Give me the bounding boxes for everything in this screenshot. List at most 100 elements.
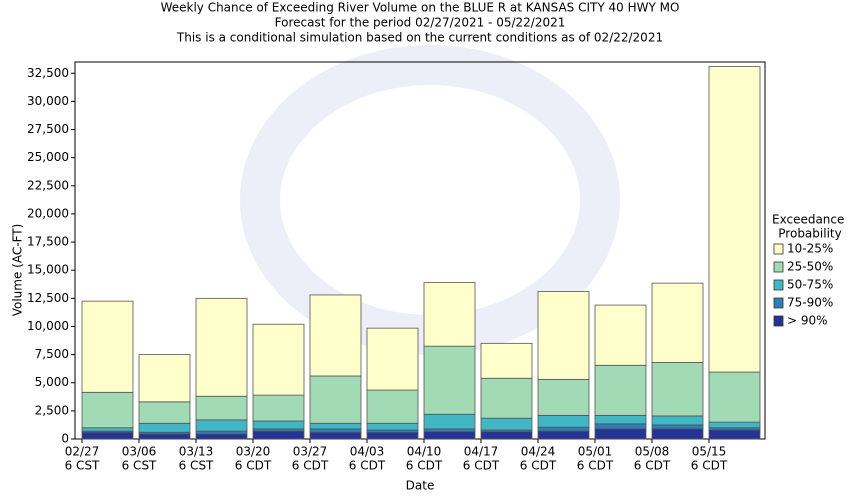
bar-segment — [366, 389, 419, 424]
x-tick-label: 03/06 — [122, 445, 157, 459]
legend-swatch — [773, 315, 784, 327]
bar-segment — [480, 417, 533, 431]
x-tick-label: 05/15 — [692, 445, 727, 459]
x-tick-label: 04/24 — [521, 445, 556, 459]
bar-segment — [708, 66, 761, 373]
bar-segment — [423, 282, 476, 347]
x-tick-label: 04/03 — [350, 445, 385, 459]
chart-title: This is a conditional simulation based o… — [176, 31, 663, 45]
y-tick-label: 17,500 — [27, 235, 69, 249]
bar-segment — [480, 431, 533, 440]
y-tick-label: 27,500 — [27, 122, 69, 136]
bar-segment — [594, 428, 647, 440]
bar-segment — [423, 413, 476, 430]
x-tick-label: 03/27 — [293, 445, 328, 459]
x-tick-label: 6 CDT — [349, 459, 386, 473]
x-tick-label: 6 CDT — [463, 459, 500, 473]
bar-segment — [651, 282, 704, 363]
legend-title: Exceedance — [772, 213, 844, 227]
bar-segment — [366, 327, 419, 391]
bar-segment — [537, 378, 590, 416]
bar-segment — [651, 362, 704, 417]
x-tick-label: 03/13 — [179, 445, 214, 459]
y-tick-label: 22,500 — [27, 178, 69, 192]
bar-segment — [309, 375, 362, 424]
bar-segment — [309, 422, 362, 430]
y-tick-label: 32,500 — [27, 66, 69, 80]
x-axis-label: Date — [406, 479, 435, 493]
bar-segment — [366, 431, 419, 440]
bar-segment — [480, 342, 533, 379]
bar-segment — [138, 422, 191, 433]
bar-segment — [138, 433, 191, 440]
bar-segment — [252, 394, 305, 422]
bar-segment — [480, 377, 533, 419]
bar-segment — [195, 419, 248, 432]
x-tick-label: 05/01 — [578, 445, 613, 459]
bar-segment — [423, 345, 476, 415]
y-tick-label: 12,500 — [27, 291, 69, 305]
y-tick-label: 20,000 — [27, 206, 69, 220]
x-tick-label: 05/08 — [635, 445, 670, 459]
bar-segment — [708, 371, 761, 423]
bar-segment — [81, 300, 134, 393]
legend-swatch — [773, 279, 784, 291]
bar-segment — [252, 323, 305, 396]
chart-title: Weekly Chance of Exceeding River Volume … — [161, 1, 680, 15]
legend-label: 75-90% — [787, 296, 833, 310]
y-tick-label: 2,500 — [35, 403, 69, 417]
legend-swatch — [773, 243, 784, 255]
x-tick-label: 6 CDT — [406, 459, 443, 473]
bar-segment — [252, 420, 305, 430]
x-tick-label: 6 CDT — [235, 459, 272, 473]
x-tick-label: 6 CST — [179, 459, 214, 473]
bar-segment — [252, 430, 305, 440]
y-axis-label: Volume (AC-FT) — [11, 224, 25, 317]
bar-segment — [309, 294, 362, 377]
x-tick-label: 6 CDT — [577, 459, 614, 473]
bar-segment — [195, 395, 248, 421]
bar-segment — [195, 297, 248, 397]
bar-segment — [537, 430, 590, 440]
bar-segment — [366, 422, 419, 431]
x-tick-label: 03/20 — [236, 445, 271, 459]
bar-segment — [537, 414, 590, 428]
bar-segment — [594, 364, 647, 416]
bar-segment — [594, 304, 647, 366]
bar-segment — [309, 431, 362, 440]
bar-segment — [309, 428, 362, 433]
y-tick-label: 7,500 — [35, 347, 69, 361]
bar-segment — [81, 427, 134, 432]
legend-label: 50-75% — [787, 278, 833, 292]
x-tick-label: 02/27 — [65, 445, 100, 459]
x-tick-label: 04/17 — [464, 445, 499, 459]
bar-segment — [81, 391, 134, 429]
bar-segment — [708, 429, 761, 440]
bar-segment — [651, 424, 704, 430]
x-tick-label: 6 CST — [65, 459, 100, 473]
x-tick-label: 6 CDT — [634, 459, 671, 473]
y-tick-label: 25,000 — [27, 150, 69, 164]
y-tick-label: 30,000 — [27, 94, 69, 108]
bar-segment — [138, 401, 191, 424]
legend-swatch — [773, 261, 784, 273]
y-tick-label: 0 — [61, 432, 69, 446]
bar-segment — [195, 430, 248, 435]
chart-title: Forecast for the period 02/27/2021 - 05/… — [275, 16, 566, 30]
x-tick-label: 6 CDT — [292, 459, 329, 473]
bar-segment — [537, 291, 590, 380]
legend-swatch — [773, 297, 784, 309]
y-tick-label: 5,000 — [35, 375, 69, 389]
legend-label: > 90% — [787, 314, 828, 328]
bar-segment — [651, 428, 704, 440]
bar-segment — [537, 426, 590, 432]
legend-label: 10-25% — [787, 242, 833, 256]
bar-segment — [195, 433, 248, 440]
y-tick-label: 10,000 — [27, 319, 69, 333]
y-tick-label: 15,000 — [27, 263, 69, 277]
x-tick-label: 6 CDT — [691, 459, 728, 473]
bar-segment — [651, 415, 704, 426]
plot-frame — [74, 61, 766, 440]
bar-segment — [708, 421, 761, 429]
